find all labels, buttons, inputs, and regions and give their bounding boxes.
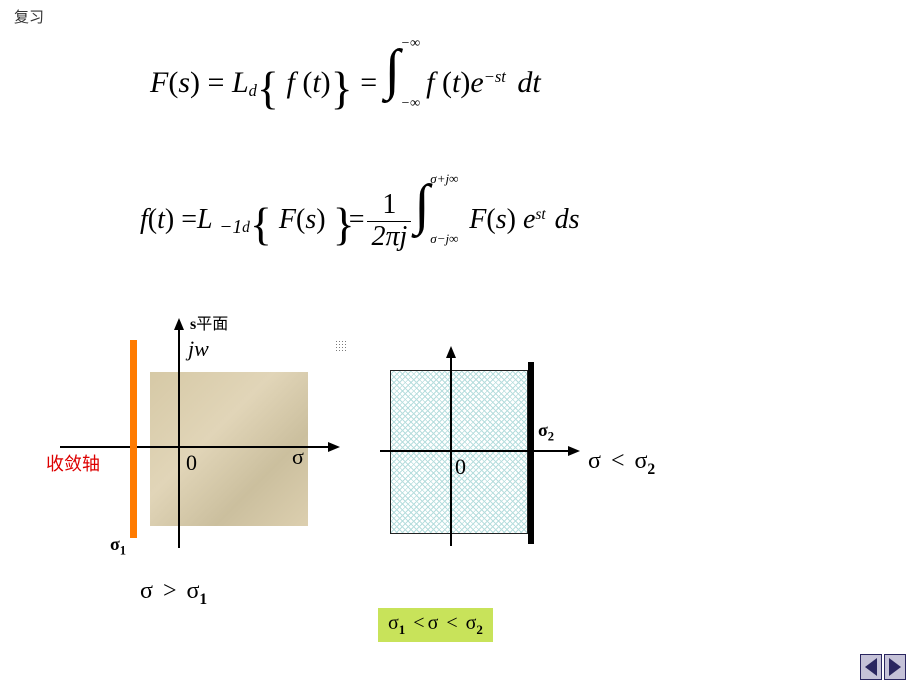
- x-axis-label-sigma: σ: [292, 444, 304, 470]
- laplace-inverse-formula: f(t) =L −1d{ F(s) }= 1 2πj ∫ σ+j∞ σ−j∞ F…: [140, 185, 580, 253]
- laplace-forward-formula: F(s) = Ld{ f (t)} = ∫ −∞ −∞ f (t)e−st dt: [150, 50, 541, 110]
- integral-icon: ∫ −∞ −∞: [385, 50, 419, 110]
- sym-t: t: [312, 66, 320, 99]
- sym-s: s: [178, 66, 190, 99]
- int-upper: −∞: [401, 36, 420, 52]
- sigma2-label: σ2: [538, 420, 554, 445]
- triangle-right-icon: [889, 658, 901, 676]
- frac-den: 2πj: [371, 221, 407, 252]
- fraction: 1 2πj: [367, 190, 411, 253]
- sym-F3: F: [469, 204, 486, 235]
- next-slide-button[interactable]: [884, 654, 906, 680]
- sym-eq: =: [208, 66, 225, 99]
- sym-minus1: −1: [219, 217, 242, 238]
- triangle-left-icon: [865, 658, 877, 676]
- s-plane-label: s平面: [190, 310, 228, 334]
- x-axis-arrow-icon-r: [568, 446, 580, 456]
- x-axis-r: [380, 450, 570, 452]
- roc-region-left: [150, 372, 308, 526]
- frac-num: 1: [382, 189, 396, 220]
- sym-st: st: [535, 206, 545, 223]
- sym-F: F: [150, 66, 168, 99]
- sym-ds: ds: [555, 204, 580, 235]
- sym-dt: dt: [517, 66, 540, 99]
- sym-d-sub: d: [249, 81, 257, 100]
- int-lower-2: σ−j∞: [430, 231, 458, 247]
- y-axis: [178, 328, 180, 548]
- sym-f3: f: [140, 204, 148, 235]
- sym-e2: e: [523, 204, 535, 235]
- prev-slide-button[interactable]: [860, 654, 882, 680]
- sym-s3: s: [496, 204, 507, 235]
- s-plane-right-diagram: 0 σ2: [380, 350, 580, 560]
- condition-band-highlight: σ1 <σ < σ2: [378, 608, 493, 642]
- sym-minus-st: −st: [484, 67, 506, 86]
- sym-d-sub2: d: [242, 219, 250, 236]
- origin-label-right: 0: [455, 454, 466, 480]
- int-lower: −∞: [401, 96, 420, 112]
- sym-L: L: [232, 66, 249, 99]
- sym-e: e: [470, 66, 483, 99]
- jw-label: jw: [188, 336, 209, 362]
- sym-f2: f: [426, 66, 434, 99]
- convergence-axis-line-right: [528, 362, 534, 544]
- s-plane-left-diagram: s平面 jw 0 σ σ1: [60, 318, 340, 558]
- y-axis-r: [450, 356, 452, 546]
- integral-icon-2: ∫ σ+j∞ σ−j∞: [414, 185, 462, 245]
- roc-region-right: [390, 370, 528, 534]
- origin-label-left: 0: [186, 450, 197, 476]
- int-upper-2: σ+j∞: [430, 171, 458, 187]
- sym-L2: L: [197, 204, 212, 235]
- sym-F2: F: [279, 204, 296, 235]
- y-axis-arrow-icon: [174, 318, 184, 330]
- sym-t3: t: [157, 204, 165, 235]
- sym-s2: s: [305, 204, 316, 235]
- sym-eq2: =: [360, 66, 377, 99]
- convergence-axis-line: [130, 340, 137, 538]
- y-axis-arrow-icon-r: [446, 346, 456, 358]
- sym-eq4: =: [349, 204, 365, 235]
- convergence-axis-label: 收敛轴: [46, 450, 100, 476]
- review-label: 复习: [14, 6, 44, 27]
- x-axis: [60, 446, 330, 448]
- sym-f: f: [286, 66, 294, 99]
- condition-sigma-lt-sigma2: σ < σ2: [588, 448, 655, 479]
- sigma1-label: σ1: [110, 534, 126, 559]
- sym-eq3: =: [181, 204, 197, 235]
- condition-sigma-gt-sigma1: σ > σ1: [140, 578, 207, 609]
- x-axis-arrow-icon: [328, 442, 340, 452]
